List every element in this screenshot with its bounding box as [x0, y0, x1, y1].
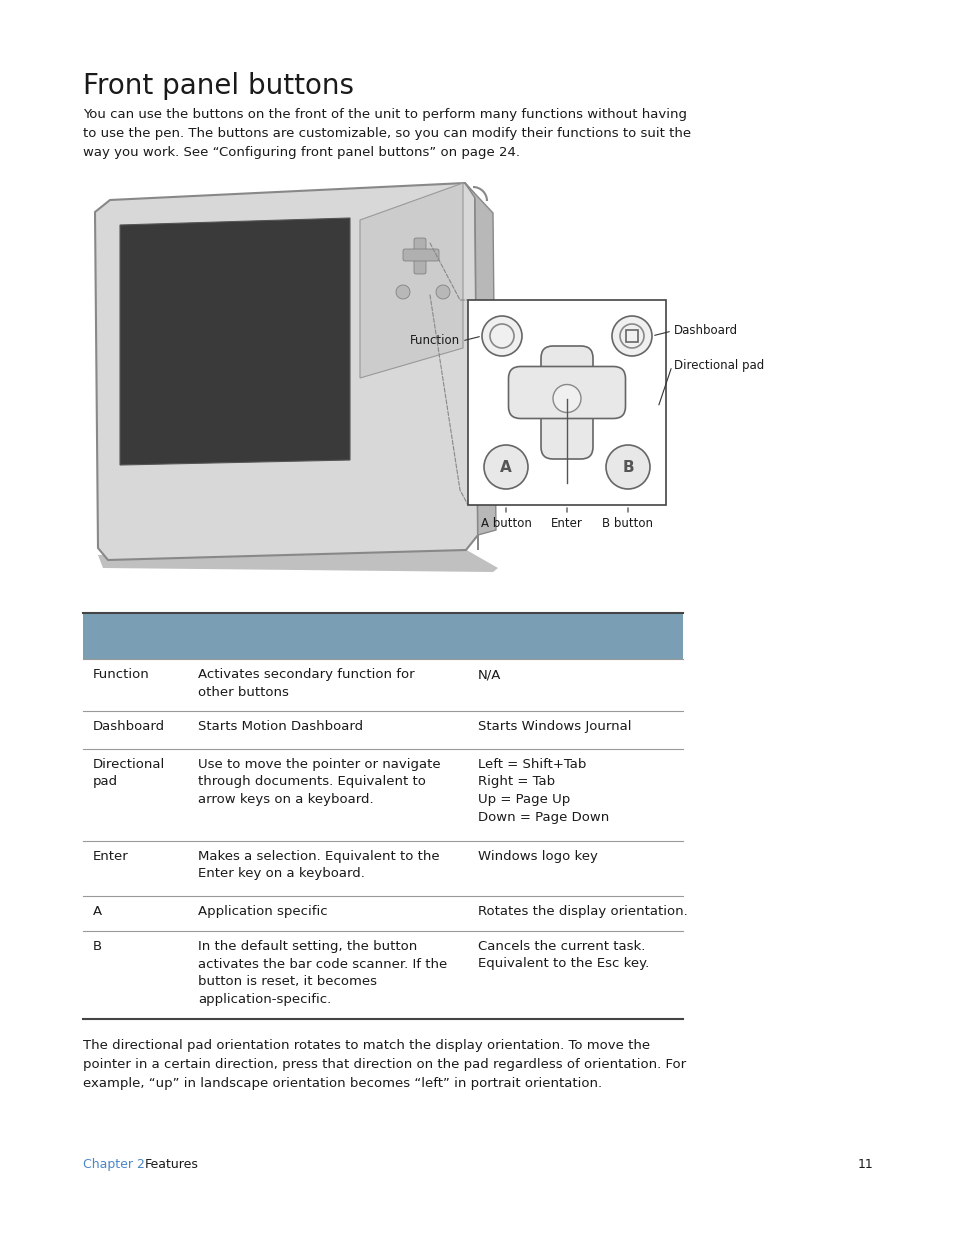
Circle shape [490, 324, 514, 348]
Text: Windows logo key: Windows logo key [477, 850, 598, 863]
Text: Chapter 2: Chapter 2 [83, 1158, 145, 1171]
Circle shape [605, 445, 649, 489]
Bar [468, 300, 665, 505]
Circle shape [481, 316, 521, 356]
Text: Primary: Primary [198, 630, 256, 642]
Circle shape [483, 445, 527, 489]
Text: Front panel buttons: Front panel buttons [83, 72, 354, 100]
Text: Rotates the display orientation.: Rotates the display orientation. [477, 905, 687, 918]
Polygon shape [359, 183, 462, 378]
Text: Starts Windows Journal: Starts Windows Journal [477, 720, 631, 734]
Text: Starts Motion Dashboard: Starts Motion Dashboard [198, 720, 363, 734]
Text: Enter: Enter [551, 517, 582, 530]
FancyBboxPatch shape [540, 346, 593, 459]
Text: B: B [92, 940, 102, 953]
Text: N/A: N/A [477, 668, 501, 680]
Text: A: A [499, 459, 512, 474]
Text: Makes a selection. Equivalent to the
Enter key on a keyboard.: Makes a selection. Equivalent to the Ent… [198, 850, 439, 881]
Text: A: A [92, 905, 102, 918]
Circle shape [619, 324, 643, 348]
Polygon shape [98, 548, 497, 572]
Text: Directional pad: Directional pad [673, 359, 763, 373]
Polygon shape [95, 183, 477, 559]
Text: The directional pad orientation rotates to match the display orientation. To mov: The directional pad orientation rotates … [83, 1039, 685, 1091]
Text: Use to move the pointer or navigate
through documents. Equivalent to
arrow keys : Use to move the pointer or navigate thro… [198, 758, 440, 806]
Text: Activates secondary function for
other buttons: Activates secondary function for other b… [198, 668, 415, 699]
FancyBboxPatch shape [414, 238, 426, 274]
Circle shape [612, 316, 651, 356]
Text: B button: B button [602, 517, 653, 530]
Text: You can use the buttons on the front of the unit to perform many functions witho: You can use the buttons on the front of … [83, 107, 690, 159]
Text: Cancels the current task.
Equivalent to the Esc key.: Cancels the current task. Equivalent to … [477, 940, 649, 971]
Text: Secondary
(Function+button): Secondary (Function+button) [477, 621, 616, 651]
Circle shape [436, 285, 450, 299]
Text: B: B [621, 459, 633, 474]
Text: Left = Shift+Tab
Right = Tab
Up = Page Up
Down = Page Down: Left = Shift+Tab Right = Tab Up = Page U… [477, 758, 609, 824]
Text: Function: Function [410, 335, 459, 347]
Text: Dashboard: Dashboard [92, 720, 165, 734]
FancyBboxPatch shape [402, 249, 438, 261]
Bar [83, 613, 682, 659]
Polygon shape [464, 183, 496, 550]
Text: Application specific: Application specific [198, 905, 327, 918]
Circle shape [553, 384, 580, 412]
Polygon shape [120, 219, 350, 466]
Text: Dashboard: Dashboard [673, 325, 738, 337]
Text: Directional
pad: Directional pad [92, 758, 165, 788]
Text: 11: 11 [857, 1158, 872, 1171]
Text: Features: Features [145, 1158, 198, 1171]
Text: Button: Button [92, 630, 144, 642]
Circle shape [395, 285, 410, 299]
Text: Enter: Enter [92, 850, 129, 863]
Text: A button: A button [480, 517, 531, 530]
Text: Function: Function [92, 668, 150, 680]
Text: In the default setting, the button
activates the bar code scanner. If the
button: In the default setting, the button activ… [198, 940, 447, 1005]
FancyBboxPatch shape [508, 367, 625, 419]
